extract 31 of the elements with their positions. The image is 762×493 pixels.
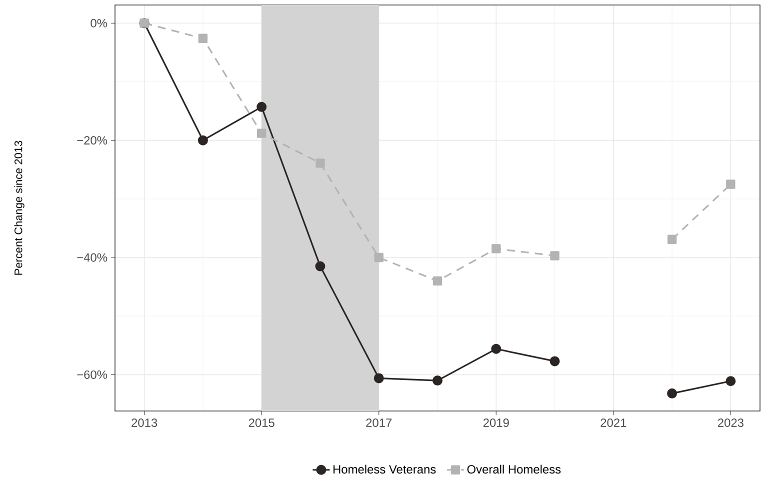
point bbox=[315, 261, 326, 272]
legend-label: Homeless Veterans bbox=[333, 464, 436, 474]
point bbox=[198, 135, 208, 146]
point bbox=[374, 373, 384, 384]
x-tick-label: 2023 bbox=[718, 418, 744, 427]
x-tick-label: 2019 bbox=[483, 418, 509, 427]
point bbox=[256, 102, 267, 112]
y-tick-label: −40% bbox=[77, 253, 108, 262]
point bbox=[726, 376, 736, 386]
point bbox=[198, 34, 208, 43]
point bbox=[256, 128, 266, 138]
point bbox=[492, 244, 501, 254]
y-axis-title: Percent Change since 2013 bbox=[14, 140, 24, 275]
y-tick-label: −60% bbox=[77, 370, 108, 379]
point bbox=[726, 180, 736, 189]
y-tick-label: 0% bbox=[90, 18, 108, 28]
x-tick-label: 2015 bbox=[248, 418, 274, 427]
point bbox=[550, 356, 560, 366]
point bbox=[432, 276, 442, 286]
point bbox=[550, 251, 560, 260]
point bbox=[374, 252, 384, 262]
x-tick-label: 2013 bbox=[132, 418, 158, 427]
point bbox=[316, 158, 325, 168]
point bbox=[667, 388, 678, 398]
legend-label: Overall Homeless bbox=[467, 464, 561, 474]
point bbox=[491, 344, 502, 354]
point bbox=[432, 376, 443, 386]
point bbox=[667, 234, 677, 244]
y-tick-label: −20% bbox=[77, 136, 108, 145]
x-tick-label: 2021 bbox=[600, 418, 626, 427]
x-tick-label: 2017 bbox=[366, 418, 392, 427]
